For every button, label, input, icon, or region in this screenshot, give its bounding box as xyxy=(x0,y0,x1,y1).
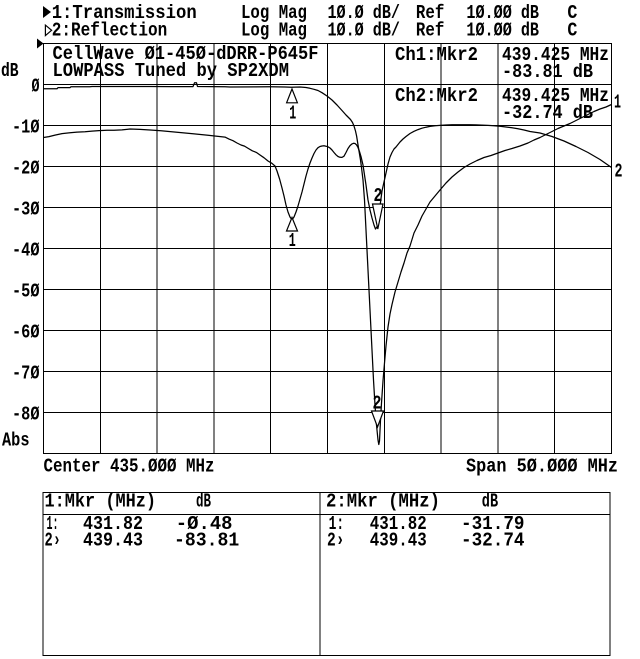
svg-text:1:: 1: xyxy=(329,513,345,535)
svg-text:dB: dB xyxy=(196,491,211,513)
svg-text:-4Ø: -4Ø xyxy=(12,240,40,262)
svg-text:-5Ø: -5Ø xyxy=(12,281,40,303)
svg-text:Log Mag: Log Mag xyxy=(241,2,307,24)
svg-text:-3Ø: -3Ø xyxy=(12,199,40,221)
svg-text:1: 1 xyxy=(289,103,296,125)
svg-text:dB: dB xyxy=(1,60,19,82)
svg-text:-83.81 dB: -83.81 dB xyxy=(502,61,593,83)
svg-text:Ø: Ø xyxy=(32,76,40,98)
svg-text:439.43: 439.43 xyxy=(83,530,143,552)
svg-text:431.82: 431.82 xyxy=(370,513,427,535)
svg-text:1:Transmission: 1:Transmission xyxy=(52,2,197,24)
svg-text:1Ø.ØØ dB: 1Ø.ØØ dB xyxy=(466,2,539,24)
svg-text:2:Reflection: 2:Reflection xyxy=(52,20,168,42)
svg-text:-8Ø: -8Ø xyxy=(12,404,40,426)
svg-text:-83.81: -83.81 xyxy=(174,530,239,552)
svg-text:1Ø.Ø dB/: 1Ø.Ø dB/ xyxy=(328,2,401,24)
svg-text:dB: dB xyxy=(482,491,498,513)
svg-text:439.425 MHz: 439.425 MHz xyxy=(502,85,609,107)
svg-text:C: C xyxy=(567,20,577,42)
svg-text:2: 2 xyxy=(373,393,382,415)
svg-text:1: 1 xyxy=(289,230,296,252)
svg-text:-Ø.48: -Ø.48 xyxy=(176,513,233,535)
svg-text:2: 2 xyxy=(374,185,383,207)
svg-text:-2Ø: -2Ø xyxy=(12,158,40,180)
svg-text:439.425 MHz: 439.425 MHz xyxy=(502,44,609,66)
svg-text:439.43: 439.43 xyxy=(370,530,427,552)
svg-text:2›: 2› xyxy=(327,530,345,552)
svg-text:Ref: Ref xyxy=(416,2,444,24)
svg-text:2›: 2› xyxy=(45,530,62,552)
svg-text:-32.74: -32.74 xyxy=(461,530,525,552)
svg-text:1:: 1: xyxy=(47,513,59,535)
svg-text:2: 2 xyxy=(615,161,623,183)
svg-text:-6Ø: -6Ø xyxy=(12,322,40,344)
svg-text:Ch1:Mkr2: Ch1:Mkr2 xyxy=(395,44,478,66)
svg-text:431.82: 431.82 xyxy=(83,513,143,535)
svg-text:C: C xyxy=(567,2,577,24)
svg-text:Abs: Abs xyxy=(2,430,30,452)
svg-text:Ch2:Mkr2: Ch2:Mkr2 xyxy=(395,85,478,107)
svg-text:Log Mag: Log Mag xyxy=(241,20,307,42)
svg-text:CellWave Ø1-45Ø-dDRR-P645F: CellWave Ø1-45Ø-dDRR-P645F xyxy=(53,43,319,65)
svg-text:-32.74 dB: -32.74 dB xyxy=(502,102,593,124)
svg-text:LOWPASS Tuned by SP2XDM: LOWPASS Tuned by SP2XDM xyxy=(53,60,290,82)
svg-text:Center 435.ØØØ MHz: Center 435.ØØØ MHz xyxy=(44,456,215,478)
svg-text:-31.79: -31.79 xyxy=(461,513,525,535)
svg-text:Ref: Ref xyxy=(416,20,444,42)
svg-text:1: 1 xyxy=(614,92,621,114)
svg-text:2:Mkr (MHz): 2:Mkr (MHz) xyxy=(326,491,440,513)
svg-text:1:Mkr (MHz): 1:Mkr (MHz) xyxy=(45,491,157,513)
svg-text:1Ø.ØØ dB: 1Ø.ØØ dB xyxy=(466,20,539,42)
svg-text:-1Ø: -1Ø xyxy=(12,117,40,139)
svg-text:-7Ø: -7Ø xyxy=(12,363,40,385)
svg-text:1Ø.Ø dB/: 1Ø.Ø dB/ xyxy=(328,20,401,42)
svg-text:Span 5Ø.ØØØ MHz: Span 5Ø.ØØØ MHz xyxy=(466,456,618,478)
